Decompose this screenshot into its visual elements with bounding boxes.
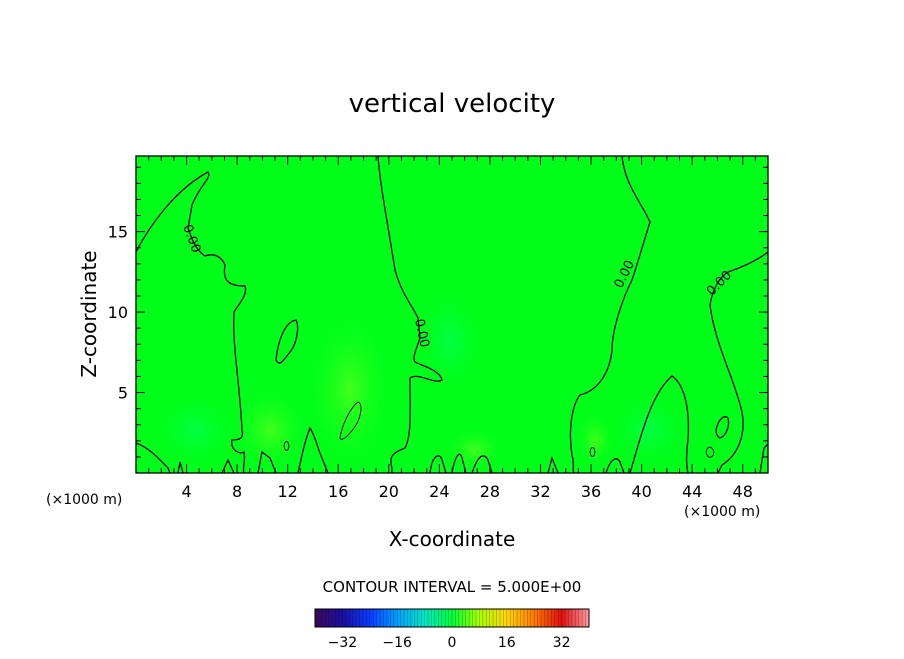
colorbar: −32 −16 0 16 32 [314, 608, 590, 651]
colorbar-stripes [318, 609, 586, 627]
closed-contour [339, 401, 362, 440]
x-tick-label: 44 [682, 482, 702, 501]
x-tick-label: 8 [232, 482, 242, 501]
y-tick-label: 10 [108, 303, 128, 322]
plot-area: 0.00 0.00 0.00 0.00 [135, 155, 769, 475]
y-tick-label: 15 [108, 223, 128, 242]
closed-contour [283, 441, 290, 451]
closed-contour [275, 319, 299, 364]
y-axis-label: Z-coordinate [77, 250, 101, 377]
colorbar-tick-label: −32 [328, 635, 358, 651]
x-tick-label: 36 [581, 482, 601, 501]
chart-title: vertical velocity [349, 89, 556, 119]
colorbar-tick-label: 16 [498, 635, 516, 651]
closed-contour [705, 446, 715, 458]
warm-anomaly [445, 425, 505, 475]
colorbar-fill [315, 609, 589, 627]
x-tick-label: 4 [181, 482, 191, 501]
x-axis-label: X-coordinate [389, 527, 516, 551]
x-tick-label: 40 [631, 482, 651, 501]
x-axis-ticks: 4 8 12 16 20 24 28 32 36 40 44 48 [148, 156, 756, 501]
heatmap-shading [150, 280, 690, 475]
zero-contour [135, 442, 171, 474]
colorbar-tick-label: 32 [553, 635, 571, 651]
colorbar-tick-label: −16 [382, 635, 412, 651]
zero-contour [629, 375, 690, 474]
warm-anomaly [230, 385, 310, 475]
warm-anomaly [305, 305, 395, 475]
x-unit-label-left: (×1000 m) [46, 492, 122, 508]
y-tick-label: 5 [118, 384, 128, 403]
y-axis-ticks: 5 10 15 [108, 166, 768, 458]
x-tick-label: 32 [530, 482, 550, 501]
contour-lines [135, 155, 769, 474]
colorbar-frame [314, 608, 590, 628]
colorbar-ticks: −32 −16 0 16 32 [328, 635, 571, 651]
bottom-contour-wiggles [177, 426, 769, 474]
x-tick-label: 20 [379, 482, 399, 501]
x-tick-label: 28 [480, 482, 500, 501]
x-tick-label: 16 [328, 482, 348, 501]
cool-anomaly [150, 390, 240, 470]
zero-contour [569, 155, 651, 474]
x-tick-label: 12 [278, 482, 298, 501]
zero-contour [377, 155, 443, 473]
closed-contour [715, 416, 730, 439]
colorbar-tick-label: 0 [448, 635, 457, 651]
x-tick-label: 48 [733, 482, 753, 501]
x-unit-label-right: (×1000 m) [684, 504, 760, 520]
cool-anomaly [610, 390, 690, 470]
x-tick-label: 24 [429, 482, 449, 501]
contour-interval-text: CONTOUR INTERVAL = 5.000E+00 [323, 578, 582, 596]
zero-contour [135, 171, 247, 474]
contour-label: 0.00 [411, 318, 432, 349]
zero-contour [709, 251, 769, 474]
warm-anomaly [575, 410, 615, 470]
closed-contour [589, 447, 596, 457]
